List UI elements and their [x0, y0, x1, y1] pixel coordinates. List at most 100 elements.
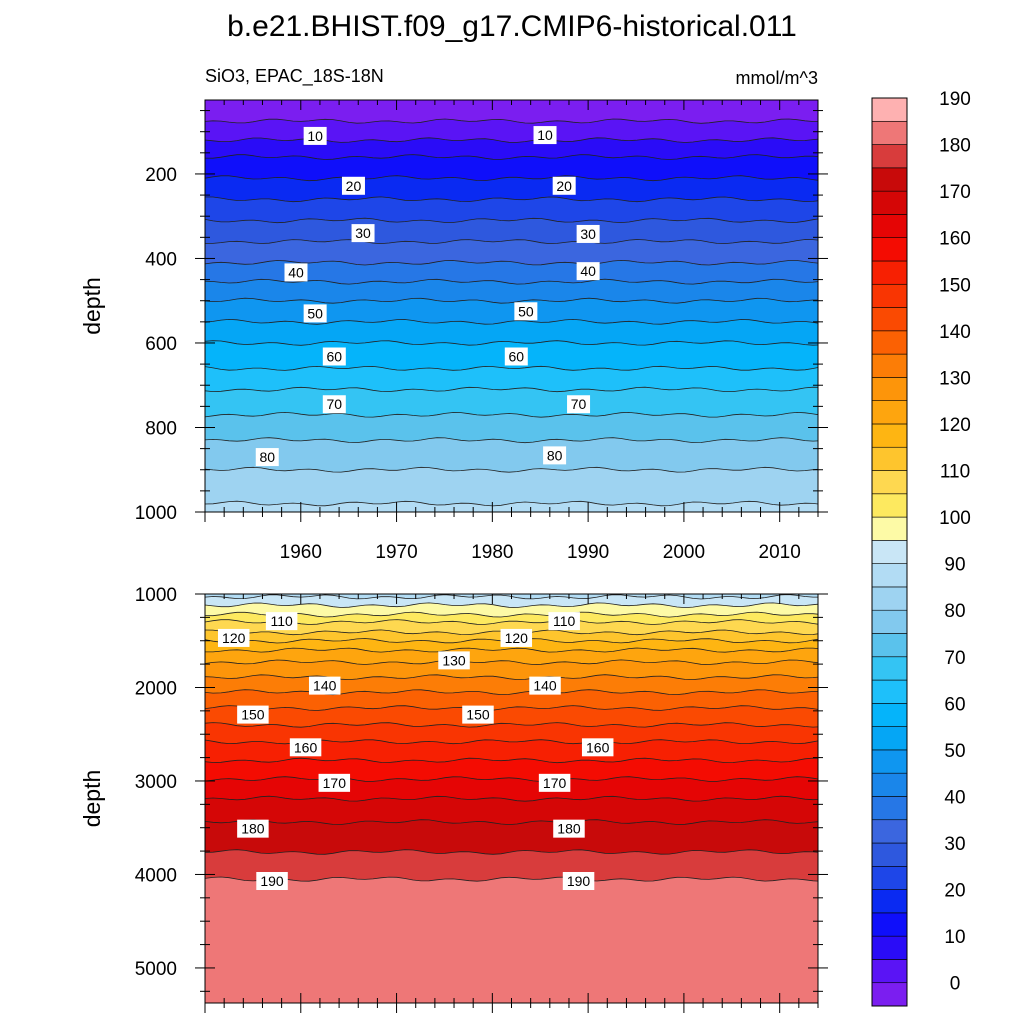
contour-label: 70: [571, 396, 587, 412]
colorbar-swatch: [871, 283, 908, 308]
contour-label-box: [567, 395, 591, 414]
contour-line: [205, 659, 818, 665]
contour-label: 160: [294, 739, 318, 755]
colorbar-tick-label: 0: [950, 974, 961, 995]
colorbar-swatch: [871, 214, 908, 238]
contour-label: 80: [259, 449, 275, 465]
contour-label: 30: [580, 226, 596, 242]
colorbar-swatch: [871, 353, 908, 378]
contour-label: 170: [323, 775, 347, 791]
contour-line: [205, 722, 818, 728]
contour-line: [205, 611, 818, 618]
contour-label-box: [322, 347, 346, 366]
contour-line: [205, 619, 818, 625]
contour-label-box: [217, 628, 250, 647]
colorbar-tick-label: 10: [944, 927, 965, 948]
colorbar-tick-label: 190: [939, 89, 971, 110]
contour-label: 40: [288, 264, 304, 280]
contour-label-box: [553, 819, 585, 838]
colorbar-swatch: [871, 679, 908, 704]
colorbar-swatch: [871, 819, 908, 844]
contour-line: [205, 876, 818, 882]
contour-line: [205, 689, 818, 696]
subtitle-left: SiO3, EPAC_18S-18N: [205, 66, 384, 87]
contour-line: [205, 647, 818, 653]
colorbar-swatch: [871, 959, 908, 984]
contour-label-box: [308, 676, 341, 695]
colorbar-swatch: [871, 889, 908, 914]
contour-label-box: [543, 446, 567, 465]
colorbar-tick-label: 170: [939, 182, 971, 203]
contour-line: [205, 819, 818, 826]
y-tick-label: 2000: [135, 678, 177, 699]
colorbar-tick-label: 110: [940, 462, 970, 483]
colorbar-swatch: [871, 330, 908, 355]
contour-label: 20: [556, 178, 572, 194]
contour-label: 20: [346, 178, 362, 194]
x-tick-label: 2000: [663, 542, 705, 563]
contour-label: 10: [537, 127, 553, 143]
contour-line: [205, 217, 818, 224]
y-tick-label: 400: [145, 249, 177, 270]
contour-label: 10: [307, 128, 323, 144]
colorbar-swatch: [871, 493, 908, 518]
contour-label: 80: [547, 447, 563, 463]
contour-label: 60: [509, 348, 525, 364]
contour-label-box: [514, 302, 538, 321]
x-tick-label: 1970: [375, 542, 417, 563]
colorbar-swatch: [871, 726, 908, 751]
colorbar-tick-label: 130: [939, 368, 971, 389]
contour-label-box: [562, 872, 595, 891]
filled-contours: [205, 594, 818, 1003]
contour-line: [205, 118, 818, 124]
colorbar-tick-label: 100: [939, 508, 971, 529]
contour-line: [205, 297, 818, 304]
contour-line: [205, 705, 818, 711]
colorbar-swatch: [871, 120, 908, 145]
contour-label: 140: [313, 678, 337, 694]
contour-label-box: [538, 773, 571, 792]
colorbar-swatch: [871, 307, 908, 332]
colorbar-swatch: [871, 97, 908, 122]
contour-label-box: [462, 705, 494, 724]
y-tick-label: 800: [145, 418, 177, 439]
colorbar-swatch: [871, 656, 908, 681]
y-tick-label: 5000: [135, 959, 177, 980]
colorbar-swatch: [871, 260, 908, 285]
colorbar-swatch: [871, 563, 908, 588]
contour-label-box: [265, 612, 298, 631]
contour-label-box: [237, 819, 269, 838]
contour-label-box: [438, 651, 470, 670]
y-tick-label: 1000: [135, 503, 177, 524]
x-tick-label: 2010: [759, 542, 801, 563]
contour-line: [205, 259, 818, 266]
colorbar-swatch: [871, 935, 908, 960]
subtitle-right: mmol/m^3: [736, 68, 818, 88]
contour-label-box: [533, 126, 557, 145]
contour-label: 40: [580, 263, 596, 279]
colorbar-swatch: [871, 446, 908, 471]
x-tick-label: 1980: [471, 542, 513, 563]
contour-line: [205, 175, 818, 182]
contour-label-box: [237, 705, 269, 724]
contour-line: [205, 776, 818, 782]
colorbar-swatch: [871, 237, 908, 262]
colorbar-swatch: [871, 796, 908, 821]
contour-label: 180: [241, 821, 265, 837]
contour-line: [205, 849, 818, 855]
contour-line: [205, 278, 818, 285]
y-tick-label: 1000: [135, 585, 177, 606]
contour-label: 70: [327, 396, 343, 412]
contour-label: 160: [586, 739, 610, 755]
contour-label: 170: [543, 775, 567, 791]
y-axis-label: depth: [79, 277, 105, 335]
colorbar-swatch: [871, 912, 908, 937]
colorbar-swatch: [871, 866, 908, 890]
contour-line: [205, 386, 818, 393]
contour-label-box: [552, 176, 576, 195]
contour-label-box: [289, 738, 322, 757]
colorbar-swatch: [871, 167, 908, 192]
contour-band: [205, 877, 818, 1003]
colorbar-tick-label: 120: [939, 415, 971, 436]
